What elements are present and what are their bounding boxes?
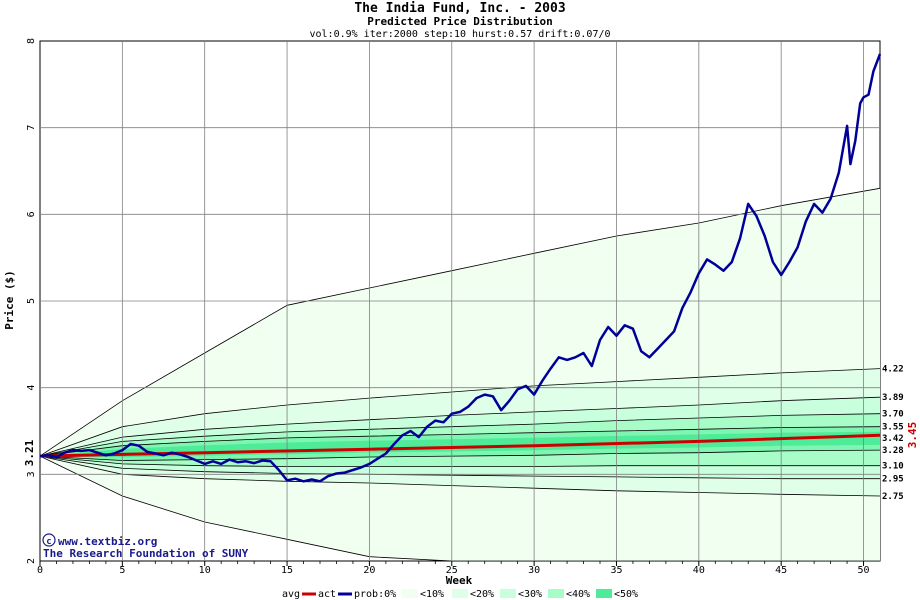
chart-title: The India Fund, Inc. - 2003 — [354, 1, 565, 16]
actual-price-line — [39, 53, 882, 483]
x-tick-label: 25 — [446, 565, 458, 576]
x-tick-label: 5 — [119, 565, 125, 576]
legend-item-50: <50% — [614, 589, 638, 600]
x-axis-ticks: 0 5 10 15 20 25 30 35 40 45 50 — [37, 561, 870, 576]
legend-swatch-0 — [402, 589, 418, 598]
y-tick-label: 5 — [26, 298, 37, 304]
chart-subtitle: Predicted Price Distribution — [367, 15, 552, 28]
legend-swatch-10 — [452, 589, 468, 598]
y-tick-label: 7 — [26, 125, 37, 131]
credit-organization: The Research Foundation of SUNY — [43, 547, 249, 560]
percentile-label: 3.10 — [882, 462, 904, 472]
legend-act-label: act — [318, 589, 336, 600]
legend-prob-label: prob:0% — [354, 589, 396, 600]
percentile-label: 3.28 — [882, 446, 904, 456]
y-tick-label: 4 — [26, 385, 37, 391]
legend-item-20: <20% — [470, 589, 494, 600]
percentile-label: 4.22 — [882, 365, 904, 375]
x-tick-label: 50 — [858, 565, 870, 576]
y-axis-label: Price ($) — [3, 270, 16, 330]
percentile-label: 2.95 — [882, 475, 904, 485]
y-tick-label: 2 — [26, 558, 37, 564]
legend-swatch-20 — [500, 589, 516, 598]
percentile-labels: 4.22 3.89 3.70 3.553.42 3.28 3.10 2.95 2.75 — [882, 365, 904, 502]
percentile-label: 3.55 — [882, 423, 904, 433]
y-axis-ticks: 2 3 4 5 6 7 8 — [26, 38, 37, 564]
x-tick-label: 10 — [199, 565, 211, 576]
x-axis-label: Week — [446, 574, 473, 587]
legend-avg-label: avg — [282, 589, 300, 600]
copyright-symbol-glyph: c — [46, 537, 51, 547]
percentile-label: 3.70 — [882, 410, 904, 420]
credit-block: c www.textbiz.org The Research Foundatio… — [42, 533, 249, 560]
x-tick-label: 30 — [528, 565, 540, 576]
x-tick-label: 0 — [37, 565, 43, 576]
legend-item-40: <40% — [566, 589, 590, 600]
y-tick-label: 3 — [26, 471, 37, 477]
legend-swatch-40 — [596, 589, 612, 598]
x-tick-label: 35 — [610, 565, 622, 576]
percentile-label: 3.89 — [882, 393, 904, 403]
y-tick-label: 8 — [26, 38, 37, 44]
price-series — [39, 53, 882, 483]
simulation-parameters: vol:0.9% iter:2000 step:10 hurst:0.57 dr… — [309, 29, 610, 40]
copyright-icon — [42, 533, 56, 547]
x-tick-label: 45 — [775, 565, 787, 576]
legend-item-10: <10% — [420, 589, 444, 600]
legend-swatch-30 — [548, 589, 564, 598]
legend-item-30: <30% — [518, 589, 542, 600]
percentile-label: 3.42 — [882, 434, 904, 444]
percentile-label: 2.75 — [882, 492, 904, 502]
end-price-label: 3.45 — [906, 422, 919, 449]
start-price-label: 3.21 — [23, 439, 36, 466]
x-tick-label: 40 — [693, 565, 705, 576]
credit-url: www.textbiz.org — [58, 535, 157, 548]
x-tick-label: 15 — [281, 565, 293, 576]
x-tick-label: 20 — [363, 565, 375, 576]
legend: avg act prob:0% <10% <20% <30% <40% <50% — [282, 589, 638, 600]
y-tick-label: 6 — [26, 211, 37, 217]
grid-lines — [40, 41, 880, 564]
